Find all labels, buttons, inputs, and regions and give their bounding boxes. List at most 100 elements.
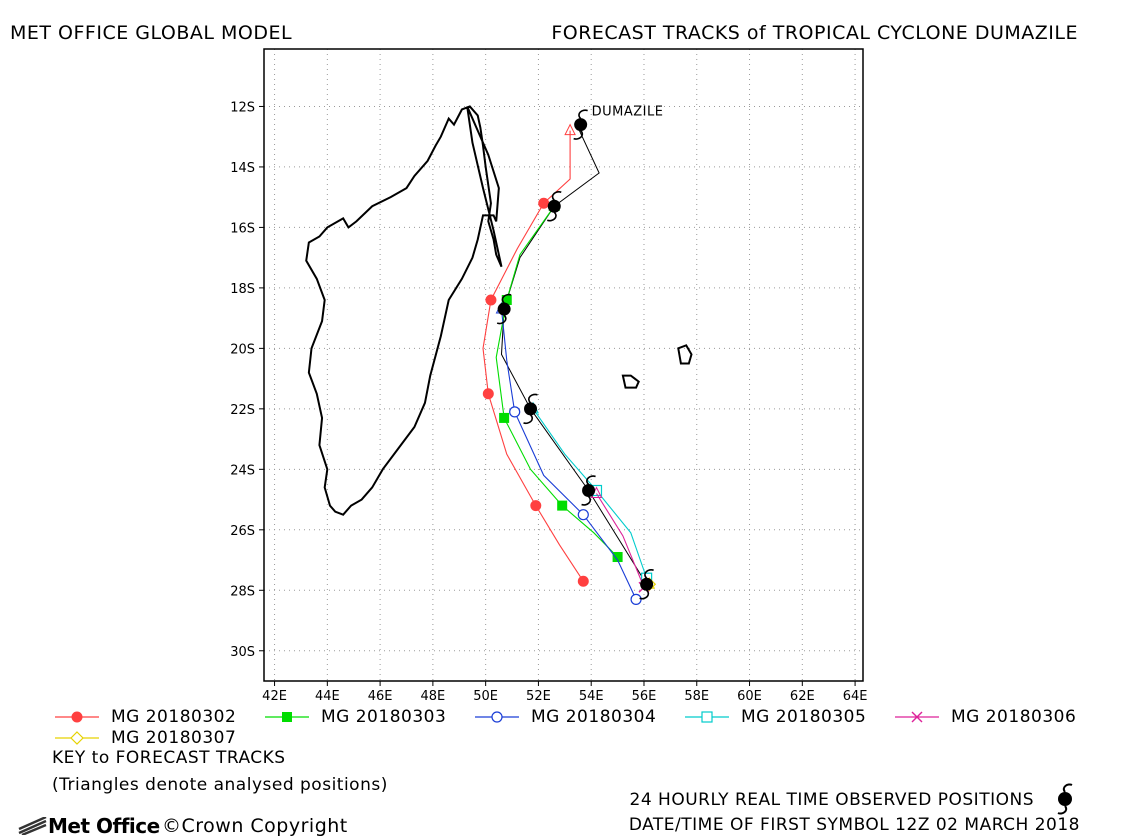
legend-item: MG 20180307	[55, 728, 236, 748]
legend-swatch	[685, 711, 729, 723]
key-title: KEY to FORECAST TRACKS	[52, 748, 286, 768]
cyclone-arm-top	[501, 293, 512, 304]
legend-swatch	[475, 711, 519, 723]
series-point	[577, 509, 589, 521]
legend-label: MG 20180302	[111, 707, 237, 727]
cyclone-arm-top	[586, 475, 596, 486]
y-tick-label: 14S	[230, 161, 255, 176]
cyclone-core	[574, 118, 588, 132]
series-point	[538, 197, 550, 209]
series-point	[557, 500, 568, 511]
y-tick-label: 26S	[230, 524, 255, 539]
y-tick-label: 22S	[230, 403, 255, 418]
legend-label: MG 20180303	[321, 707, 447, 727]
series-line	[500, 309, 637, 600]
legend-swatch-marker-b	[911, 711, 923, 723]
legend-item: MG 20180305	[685, 707, 866, 727]
observed-cyclone-symbol	[496, 293, 512, 325]
met-office-logo: Met Office	[18, 814, 160, 838]
legend-swatch-marker	[491, 711, 503, 723]
x-tick-label: 52E	[526, 689, 551, 700]
cyclone-arm-top	[578, 109, 588, 120]
x-tick-label: 54E	[579, 689, 604, 700]
x-tick-label: 44E	[315, 689, 340, 700]
legend-item: MG 20180304	[475, 707, 656, 727]
observed-cyclone-symbol	[573, 109, 588, 140]
legend-swatch	[895, 711, 939, 723]
series-point	[509, 406, 521, 418]
analysed-position-triangle	[564, 123, 576, 136]
y-tick-label: 20S	[230, 342, 255, 357]
legend-swatch-marker	[282, 712, 292, 722]
forecast-track-chart: 42E 44E 46E 48E 50E 52E 54E 56E 58E 60E 62E 64E 12S 1…	[230, 48, 868, 700]
observed-cyclone-symbol	[523, 393, 538, 425]
series-point	[482, 388, 494, 400]
plot-frame	[263, 48, 864, 682]
legend-label: MG 20180304	[531, 707, 657, 727]
plot-area: DUMAZILE	[305, 105, 693, 605]
x-tick-label: 58E	[684, 689, 709, 700]
header-left-title: MET OFFICE GLOBAL MODEL	[10, 22, 293, 44]
cyclone-core	[582, 483, 596, 497]
series-point	[612, 552, 623, 563]
cyclone-core	[640, 577, 654, 591]
x-tick-label: 64E	[843, 689, 868, 700]
series-line	[495, 205, 618, 558]
coastline-0	[305, 105, 503, 516]
cyclone-arm-bottom	[496, 314, 507, 325]
header-right-title: FORECAST TRACKS of TROPICAL CYCLONE DUMA…	[551, 22, 1078, 44]
cyclone-arm-top	[528, 393, 538, 404]
y-tick-label: 16S	[230, 221, 255, 236]
legend-item: MG 20180306	[895, 707, 1076, 727]
copyright-text: ©Crown Copyright	[162, 815, 348, 837]
x-tick-label: 46E	[368, 689, 393, 700]
cyclone-core	[524, 402, 538, 416]
legend-label: MG 20180305	[741, 707, 867, 727]
coastline-2	[677, 344, 693, 365]
cyclone-arm-top	[551, 191, 562, 201]
series-point	[499, 412, 510, 423]
coastline-1	[621, 374, 640, 389]
series-point	[630, 593, 642, 605]
legend-swatch-marker	[71, 711, 83, 723]
cyclone-core	[547, 199, 561, 213]
series-line	[596, 493, 645, 588]
y-tick-label: 12S	[230, 100, 255, 115]
x-tick-label: 50E	[473, 689, 498, 700]
cyclone-arm-bottom	[581, 495, 592, 506]
legend-label: MG 20180306	[951, 707, 1077, 727]
cyclone-core	[497, 302, 511, 316]
gridlines	[264, 49, 863, 681]
storm-name-label: DUMAZILE	[592, 105, 664, 120]
legend-label: MG 20180307	[111, 728, 237, 748]
legend-swatch	[55, 731, 99, 745]
legend-swatch	[265, 712, 309, 722]
cyclone-arm-bottom	[573, 130, 584, 140]
legend-item: MG 20180302	[55, 707, 236, 727]
legend-swatch-marker	[701, 711, 713, 723]
legend-swatch	[55, 711, 99, 723]
observed-cyclone-symbol	[546, 191, 562, 222]
legend-item: MG 20180303	[265, 707, 446, 727]
met-office-swoosh-icon	[18, 817, 47, 835]
y-tick-label: 30S	[230, 645, 255, 660]
series-2	[495, 301, 642, 605]
observed-positions-note: 24 HOURLY REAL TIME OBSERVED POSITIONS	[629, 790, 1034, 810]
x-tick-label: 60E	[737, 689, 762, 700]
series-point	[501, 294, 512, 305]
series-point	[485, 294, 497, 306]
y-tick-label: 18S	[230, 282, 255, 297]
y-tick-label: 28S	[230, 584, 255, 599]
x-tick-label: 56E	[632, 689, 657, 700]
legend-swatch-marker	[911, 711, 923, 723]
cyclone-arm-bottom	[546, 211, 557, 222]
series-point	[577, 575, 589, 587]
y-tick-label: 24S	[230, 463, 255, 478]
cyclone-arm-bottom	[523, 414, 534, 425]
observed-cyclone-symbol	[581, 475, 596, 506]
met-office-logo-text: Met Office	[48, 814, 160, 838]
x-tick-label: 42E	[262, 689, 287, 700]
cyclone-symbol-icon	[1057, 783, 1073, 815]
legend-swatch-marker	[70, 731, 84, 745]
key-note: (Triangles denote analysed positions)	[52, 775, 388, 795]
